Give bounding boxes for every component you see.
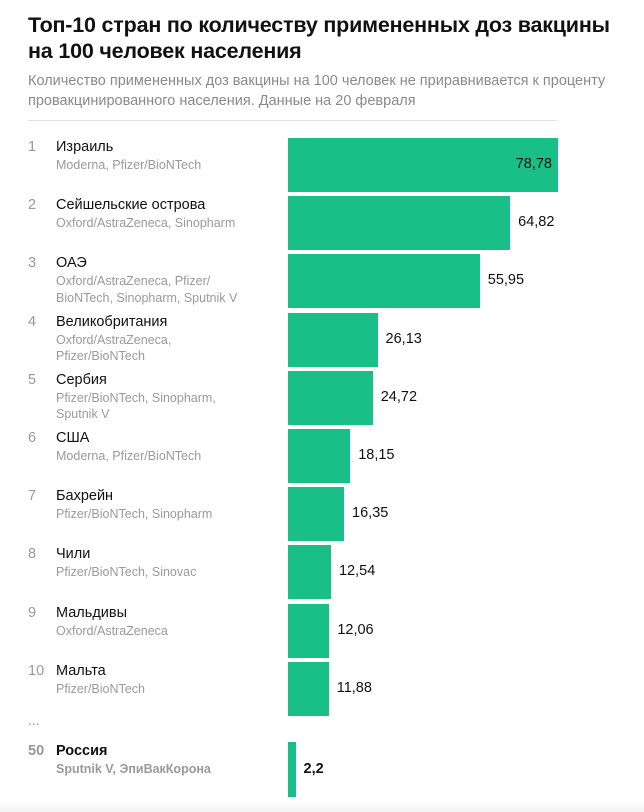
country-label: США [56,430,90,446]
value-label: 12,54 [338,563,376,580]
bar [288,661,329,716]
country-label: ОАЭ [56,255,87,272]
rank-label: 6 [28,430,37,446]
country-label: Чили [56,546,91,563]
bar [288,742,296,797]
rank-label: 9 [28,604,37,621]
vaccine-list: Moderna, Pfizer/BioNTech [56,449,202,463]
bar [288,312,378,367]
rank-label: 3 [28,255,37,272]
country-label: Великобритания [56,313,168,330]
rank-label: 7 [28,488,37,505]
rank-label: 2 [28,197,37,214]
vaccine-list: Oxford/AstraZeneca, Pfizer/BioNTech [56,332,172,363]
value-label: 16,35 [352,505,389,522]
bar [288,603,330,658]
country-label: Сербия [56,371,107,388]
rank-label: 10 [28,662,45,679]
bar [288,138,558,192]
value-label: 78,78 [515,156,552,172]
value-label: 24,72 [380,388,418,405]
value-label: 26,13 [385,330,422,347]
country-label: Мальдивы [56,604,128,621]
bar [288,429,351,483]
vaccine-list: Moderna, Pfizer/BioNTech [56,158,202,172]
vaccine-list: Pfizer/BioNTech, Sinopharm [56,507,213,522]
rank-label: 4 [28,313,37,330]
chart-title: Топ-10 стран по количеству примененных д… [28,13,610,63]
country-label: Мальта [56,662,106,679]
vaccine-list: Pfizer/BioNTech [56,681,145,696]
country-label: Израиль [56,139,114,155]
value-label: 2,2 [303,760,324,777]
vaccine-list: Sputnik V, ЭпиВакКорона [56,762,211,776]
rank-label: 50 [28,743,45,759]
rank-label: 5 [28,371,37,388]
value-label: 11,88 [336,679,372,696]
bottom-fade [0,802,644,812]
bar [288,487,345,542]
ellipsis: ... [28,712,40,728]
vaccine-list: Oxford/AstraZeneca, Pfizer/ BioNTech, Si… [56,274,238,305]
vaccine-list: Oxford/AstraZeneca, Sinopharm [56,216,236,231]
value-label: 18,15 [358,447,395,463]
value-label: 64,82 [518,214,555,231]
vaccine-list: Pfizer/BioNTech, Sinovac [56,565,197,580]
vaccine-list: Pfizer/BioNTech, Sinopharm, Sputnik V [56,390,216,422]
bar [288,370,373,425]
divider [28,120,558,121]
chart-subtitle: Количество примененных доз вакцины на 10… [28,73,606,109]
country-label: Россия [56,743,108,759]
country-label: Бахрейн [56,488,114,505]
bar [288,254,480,309]
rank-label: 8 [28,546,37,563]
country-label: Сейшельские острова [56,197,206,214]
bar [288,196,511,251]
vaccine-list: Oxford/AstraZeneca [56,623,168,638]
bar [288,545,331,600]
value-label: 55,95 [487,272,525,289]
value-label: 12,06 [337,621,374,638]
rank-label: 1 [28,139,37,155]
